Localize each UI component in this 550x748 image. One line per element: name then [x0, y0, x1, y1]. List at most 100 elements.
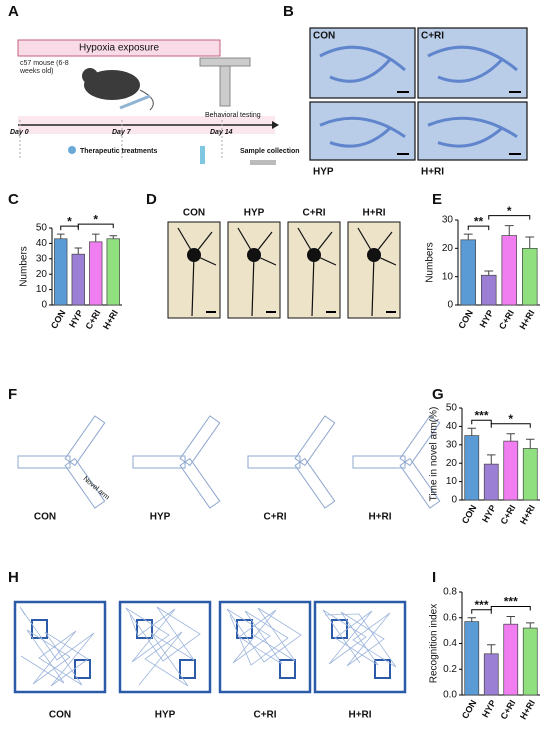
panel-label: A [8, 3, 19, 20]
track [322, 609, 397, 668]
maze-stem [219, 65, 231, 107]
panel-label: B [283, 3, 294, 20]
significance-bracket [471, 419, 492, 425]
y-tick-label: 0 [447, 300, 453, 311]
arena [118, 600, 212, 694]
y-axis-label: Numbers [425, 242, 436, 283]
error-bar [526, 622, 535, 629]
significance-bracket [490, 605, 531, 611]
behavior-label: Behavioral testing [205, 112, 261, 119]
object-box [279, 659, 296, 679]
significance-label: *** [474, 408, 488, 422]
y-tick-label: 20 [36, 269, 48, 280]
maze-arm [64, 457, 106, 509]
maze-top [199, 57, 251, 67]
maze-arm [64, 415, 106, 467]
x-tick-label: CON [460, 503, 479, 525]
bar [71, 253, 85, 306]
y-tick-label: 0.2 [443, 664, 457, 675]
bar [522, 448, 538, 501]
tube-icon [200, 146, 205, 164]
x-tick-label: C+RI [497, 308, 516, 331]
significance-label: * [93, 212, 98, 226]
neuron-dendrites [237, 227, 277, 317]
significance-bracket [77, 223, 114, 229]
error-bar [487, 644, 496, 654]
novel-arm-label: Novel arm [82, 476, 111, 502]
y-axis-label: Recognition index [429, 604, 440, 684]
mouse-label-box: c57 mouse (6-8 weeks old) [20, 60, 69, 75]
treatment-label: Therapeutic treatments [80, 148, 158, 155]
y-tick-label: 50 [36, 223, 48, 234]
group-label: H+RI [421, 167, 444, 178]
neuron-soma [187, 248, 201, 262]
significance-bracket [467, 225, 490, 231]
x-tick-label: CON [49, 308, 68, 330]
bar [483, 653, 499, 696]
neuron-soma [367, 248, 381, 262]
object-box [74, 659, 91, 679]
x-tick-label: HYP [67, 308, 85, 329]
y-tick-label: 0.8 [443, 587, 457, 598]
neuron-dendrites [297, 227, 337, 317]
significance-label: *** [504, 595, 518, 609]
y-tick-label: 20 [442, 243, 454, 254]
panel-label: H [8, 569, 19, 586]
group-label: H+RI [362, 208, 385, 219]
error-bar [506, 615, 515, 625]
maze-arm [294, 457, 336, 509]
arena [218, 600, 312, 694]
significance-bracket [490, 423, 531, 428]
x-tick-label: HYP [480, 698, 498, 719]
y-tick-label: 30 [442, 215, 454, 226]
bar [106, 238, 120, 306]
bar [460, 239, 476, 306]
x-tick-label: CON [456, 308, 475, 330]
x-tick-label: C+RI [498, 503, 517, 526]
maze-arm [399, 415, 441, 467]
group-label: HYP [313, 167, 334, 178]
y-tick-label: 10 [446, 476, 458, 487]
panel-label: F [8, 386, 17, 403]
bar [522, 627, 538, 696]
x-tick-label: C+RI [83, 308, 102, 331]
bar [522, 247, 538, 306]
error-bar [526, 438, 535, 449]
significance-label: * [508, 412, 513, 426]
bar [54, 238, 68, 306]
significance-label: *** [474, 598, 488, 612]
y-tick-label: 40 [36, 238, 48, 249]
bar [503, 440, 519, 501]
maze-arm [17, 455, 71, 469]
x-tick-label: H+RI [518, 503, 537, 526]
x-tick-label: HYP [478, 308, 496, 329]
x-tick-label: CON [460, 698, 479, 720]
y-tick-label: 30 [446, 439, 458, 450]
maze-arm [132, 455, 186, 469]
x-tick-label: H+RI [101, 308, 120, 331]
group-label: C+RI [302, 208, 325, 219]
histology-image [309, 101, 416, 161]
bar [89, 241, 103, 306]
panel-label: G [432, 386, 444, 403]
bar [503, 623, 519, 696]
syringe [119, 94, 151, 110]
bar [483, 463, 499, 501]
panel-label: E [432, 191, 442, 208]
group-label: CON [34, 512, 56, 523]
error-bar [109, 235, 118, 239]
maze-arm [179, 457, 221, 509]
y-tick-label: 30 [36, 253, 48, 264]
y-tick-label: 10 [442, 271, 454, 282]
group-label: CON [183, 208, 205, 219]
group-label: C+RI [421, 31, 444, 42]
error-bar [467, 427, 476, 436]
y-tick-label: 0 [41, 300, 47, 311]
neuron-dendrites [177, 227, 217, 317]
object-box [374, 659, 391, 679]
track [125, 606, 201, 687]
panel-label: D [146, 191, 157, 208]
neuron-soma [307, 248, 321, 262]
group-label: HYP [244, 208, 265, 219]
